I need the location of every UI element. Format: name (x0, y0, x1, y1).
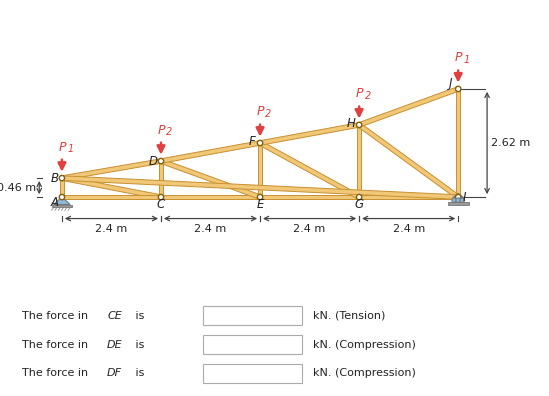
Circle shape (356, 194, 362, 200)
Text: 2.4 m: 2.4 m (96, 224, 127, 234)
Text: D: D (148, 154, 157, 168)
Polygon shape (359, 195, 458, 199)
Text: A: A (51, 196, 59, 209)
Text: kN. (Tension): kN. (Tension) (313, 311, 385, 321)
Text: is: is (132, 339, 144, 350)
Polygon shape (62, 195, 161, 199)
Text: The force in: The force in (22, 368, 92, 378)
Text: P: P (355, 88, 363, 100)
Polygon shape (160, 159, 261, 199)
Polygon shape (260, 123, 360, 145)
Text: P: P (455, 51, 462, 65)
Polygon shape (259, 141, 360, 199)
Text: J: J (449, 78, 452, 90)
Polygon shape (260, 195, 359, 199)
Polygon shape (160, 141, 260, 163)
Text: DE: DE (107, 339, 122, 350)
Circle shape (257, 194, 263, 200)
Text: DF: DF (107, 368, 122, 378)
Circle shape (460, 198, 464, 202)
Circle shape (456, 198, 461, 202)
Polygon shape (358, 87, 459, 127)
Text: 2: 2 (365, 91, 371, 101)
Text: 0.46 m: 0.46 m (0, 183, 36, 192)
Circle shape (158, 194, 164, 200)
Text: P: P (256, 105, 264, 118)
Bar (448, 202, 468, 206)
Circle shape (452, 198, 456, 202)
Circle shape (59, 194, 65, 200)
Polygon shape (357, 125, 361, 197)
Text: F: F (248, 135, 255, 148)
Polygon shape (358, 123, 460, 199)
Text: G: G (355, 198, 363, 211)
Polygon shape (62, 176, 458, 199)
Text: 2.4 m: 2.4 m (194, 224, 227, 234)
Polygon shape (456, 89, 461, 197)
Text: is: is (132, 311, 144, 321)
Circle shape (158, 158, 164, 164)
Text: H: H (346, 117, 355, 130)
Text: C: C (157, 198, 165, 211)
Text: kN. (Compression): kN. (Compression) (313, 339, 416, 350)
Circle shape (456, 194, 461, 200)
Polygon shape (161, 195, 260, 199)
Text: B: B (51, 171, 59, 185)
Bar (52, 204, 72, 208)
Text: CE: CE (107, 311, 122, 321)
Circle shape (59, 175, 65, 181)
Circle shape (456, 86, 461, 91)
FancyBboxPatch shape (203, 335, 302, 354)
Polygon shape (452, 193, 464, 198)
Text: 1: 1 (68, 145, 74, 154)
Text: 2: 2 (166, 128, 172, 137)
Polygon shape (61, 159, 161, 180)
Polygon shape (61, 176, 161, 199)
FancyBboxPatch shape (203, 364, 302, 383)
Text: 2: 2 (265, 109, 272, 119)
Text: I: I (463, 190, 466, 204)
Circle shape (356, 122, 362, 128)
Text: P: P (157, 124, 165, 137)
Text: 1: 1 (463, 55, 470, 65)
Polygon shape (258, 143, 262, 197)
FancyBboxPatch shape (203, 307, 302, 325)
Text: 2.62 m: 2.62 m (491, 138, 530, 148)
Text: E: E (256, 198, 264, 211)
Text: The force in: The force in (22, 311, 92, 321)
Text: P: P (58, 141, 66, 154)
Text: kN. (Compression): kN. (Compression) (313, 368, 416, 378)
Polygon shape (54, 197, 70, 204)
Polygon shape (159, 161, 163, 197)
Text: 2.4 m: 2.4 m (393, 224, 425, 234)
Text: The force in: The force in (22, 339, 92, 350)
Polygon shape (60, 178, 64, 197)
Circle shape (257, 140, 263, 146)
Text: 2.4 m: 2.4 m (294, 224, 326, 234)
Text: is: is (132, 368, 144, 378)
